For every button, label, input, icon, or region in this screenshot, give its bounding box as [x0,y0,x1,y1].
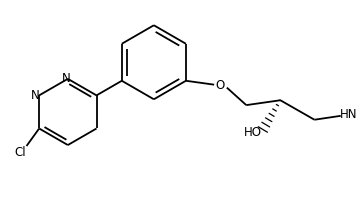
Text: HO: HO [244,126,262,139]
Text: Cl: Cl [14,146,26,159]
Text: O: O [215,79,225,92]
Text: N: N [62,72,70,85]
Text: N: N [31,89,40,102]
Text: HN: HN [340,108,356,121]
